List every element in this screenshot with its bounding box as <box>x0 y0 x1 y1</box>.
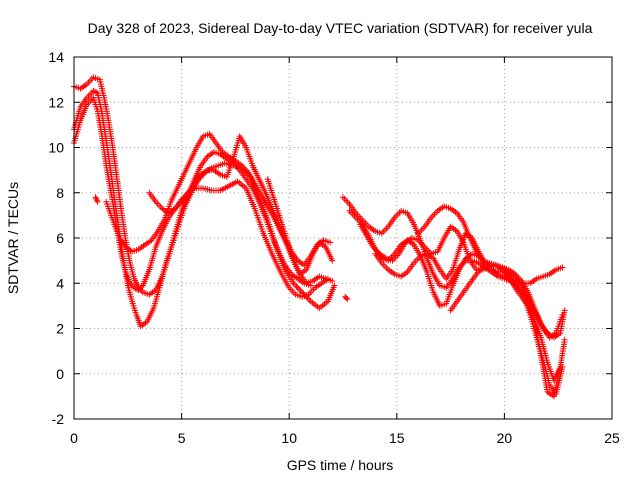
data-point-interp <box>296 286 303 293</box>
data-point-interp <box>93 89 100 96</box>
series-trace-5 <box>146 133 334 269</box>
series-trace-3 <box>71 74 314 298</box>
chart-title: Day 328 of 2023, Sidereal Day-to-day VTE… <box>88 20 593 36</box>
data-point <box>329 257 336 264</box>
data-point-interp <box>291 281 298 288</box>
data-point-interp <box>306 296 313 303</box>
data-point <box>327 239 334 246</box>
series-trace-4 <box>103 130 336 287</box>
data-point <box>329 277 336 284</box>
data-point-interp <box>293 283 300 290</box>
data-point-interp <box>294 284 301 291</box>
data-point <box>331 282 338 289</box>
series-trace-6 <box>264 176 336 278</box>
data-point-interp <box>297 287 304 294</box>
data-marks <box>71 74 568 400</box>
data-point-interp <box>91 88 98 95</box>
data-point <box>559 264 566 271</box>
data-point-interp <box>301 292 308 299</box>
